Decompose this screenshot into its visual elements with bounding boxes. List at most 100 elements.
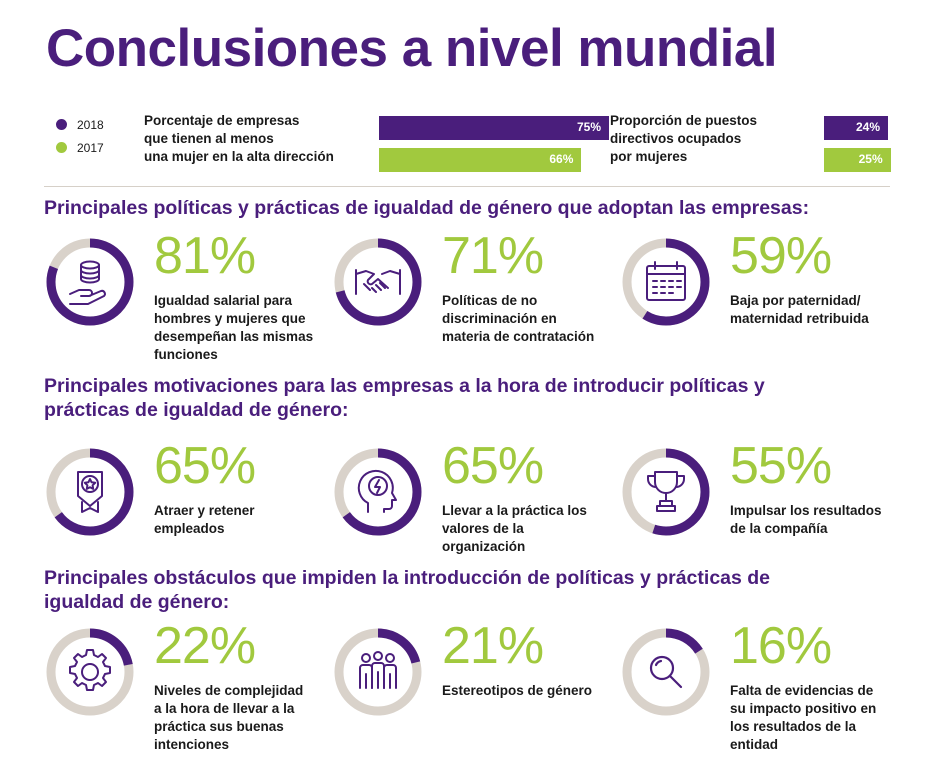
donut-chart <box>46 238 134 326</box>
stat-item: 16% Falta de evidencias de su impacto po… <box>620 617 920 759</box>
stat-description: Baja por paternidad/ maternidad retribui… <box>730 292 869 328</box>
desc-line: desempeñan las mismas <box>154 329 314 344</box>
kpi-senior-roles-label: Proporción de puestos directivos ocupado… <box>610 112 757 166</box>
donut-chart <box>334 238 422 326</box>
stat-value: 55% <box>730 437 832 495</box>
stat-value: 71% <box>442 227 544 285</box>
donut-chart <box>46 448 134 536</box>
award-star-icon <box>77 471 103 513</box>
desc-line: Igualdad salarial para <box>154 293 293 308</box>
donut-arc <box>334 238 422 326</box>
stat-value: 22% <box>154 617 256 675</box>
legend-item-2018: 2018 <box>56 116 104 134</box>
desc-line: práctica sus buenas <box>154 719 284 734</box>
kpi-label-line: por mujeres <box>610 149 688 164</box>
desc-line: Llevar a la práctica los <box>442 503 587 518</box>
desc-line: maternidad retribuida <box>730 311 869 326</box>
stat-value: 21% <box>442 617 544 675</box>
calendar-icon <box>646 261 686 301</box>
bar-senior-roles-2018: 24% <box>824 116 888 140</box>
desc-line: Falta de evidencias de <box>730 683 874 698</box>
gear-icon <box>69 649 111 691</box>
stat-item: 65% Llevar a la práctica los valores de … <box>332 437 632 596</box>
kpi-label-line: una mujer en la alta dirección <box>144 149 334 164</box>
coins-hand-icon <box>69 260 106 305</box>
stat-description: Igualdad salarial para hombres y mujeres… <box>154 292 313 364</box>
section-title-line: Principales políticas y prácticas de igu… <box>44 197 810 219</box>
desc-line: Baja por paternidad/ <box>730 293 861 308</box>
legend-dot-2017 <box>56 142 67 154</box>
donut-arc <box>46 238 134 326</box>
bar-value-label: 25% <box>858 152 883 166</box>
stat-value: 81% <box>154 227 256 285</box>
desc-line: de la compañía <box>730 521 828 536</box>
desc-line: su impacto positivo en <box>730 701 877 716</box>
handshake-icon <box>355 269 401 295</box>
section-title-line: prácticas de igualdad de género: <box>44 399 349 421</box>
bar-senior-roles-2017: 25% <box>824 148 891 172</box>
stat-description: Atraer y retener empleados <box>154 502 255 538</box>
desc-line: Impulsar los resultados <box>730 503 882 518</box>
stat-description: Políticas de no discriminación en materi… <box>442 292 594 346</box>
donut-chart <box>46 628 134 716</box>
stat-description: Niveles de complejidad a la hora de llev… <box>154 682 303 754</box>
desc-line: entidad <box>730 737 779 752</box>
donut-arc <box>622 628 710 716</box>
desc-line: empleados <box>154 521 225 536</box>
stat-description: Impulsar los resultados de la compañía <box>730 502 882 538</box>
donut-arc <box>46 628 134 716</box>
stat-item: 59% Baja por paternidad/ maternidad retr… <box>620 227 920 386</box>
section-title-line: igualdad de género: <box>44 591 230 613</box>
donut-arc <box>622 448 710 536</box>
trophy-icon <box>647 471 685 512</box>
donut-arc <box>334 448 422 536</box>
donut-chart <box>622 628 710 716</box>
desc-line: los resultados de la <box>730 719 857 734</box>
desc-line: Niveles de complejidad <box>154 683 304 698</box>
donut-arc <box>334 628 422 716</box>
legend-item-2017: 2017 <box>56 139 104 157</box>
head-bolt-icon <box>357 469 397 513</box>
stat-item: 21% Estereotipos de género <box>332 617 632 759</box>
stat-description: Falta de evidencias de su impacto positi… <box>730 682 876 754</box>
desc-line: discriminación en <box>442 311 557 326</box>
donut-arc <box>622 238 710 326</box>
stat-item: 81% Igualdad salarial para hombres y muj… <box>44 227 344 386</box>
desc-line: Políticas de no <box>442 293 538 308</box>
donut-chart <box>334 448 422 536</box>
stat-item: 55% Impulsar los resultados de la compañ… <box>620 437 920 596</box>
donut-arc <box>46 448 134 536</box>
desc-line: intenciones <box>154 737 230 752</box>
stat-value: 16% <box>730 617 832 675</box>
divider <box>44 186 890 187</box>
desc-line: valores de la <box>442 521 524 536</box>
bar-women-management-2017: 66% <box>379 148 582 172</box>
kpi-label-line: Proporción de puestos <box>610 113 758 128</box>
stat-description: Estereotipos de género <box>442 682 592 700</box>
desc-line: a la hora de llevar a la <box>154 701 295 716</box>
desc-line: organización <box>442 539 526 554</box>
section-title-line: Principales obstáculos que impiden la in… <box>44 567 771 589</box>
bar-women-management-2018: 75% <box>379 116 609 140</box>
stat-item: 65% Atraer y retener empleados <box>44 437 344 596</box>
bar-value-label: 75% <box>576 120 601 134</box>
stat-value: 65% <box>442 437 544 495</box>
desc-line: hombres y mujeres que <box>154 311 306 326</box>
legend-label-2017: 2017 <box>77 140 104 155</box>
donut-chart <box>334 628 422 716</box>
bar-value-label: 24% <box>855 120 880 134</box>
desc-line: funciones <box>154 347 218 362</box>
section-title-line: Principales motivaciones para las empres… <box>44 375 765 397</box>
section-title-motivations: Principales motivaciones para las empres… <box>44 374 765 422</box>
kpi-label-line: Porcentaje de empresas <box>144 113 300 128</box>
stat-description: Llevar a la práctica los valores de la o… <box>442 502 587 556</box>
stat-item: 22% Niveles de complejidad a la hora de … <box>44 617 344 759</box>
section-title-obstacles: Principales obstáculos que impiden la in… <box>44 566 770 614</box>
page-title: Conclusiones a nivel mundial <box>46 19 778 78</box>
people-group-icon <box>359 651 397 689</box>
kpi-women-management-label: Porcentaje de empresas que tienen al men… <box>144 112 334 166</box>
legend-label-2018: 2018 <box>77 117 104 132</box>
desc-line: materia de contratación <box>442 329 595 344</box>
kpi-label-line: que tienen al menos <box>144 131 274 146</box>
donut-chart <box>622 448 710 536</box>
